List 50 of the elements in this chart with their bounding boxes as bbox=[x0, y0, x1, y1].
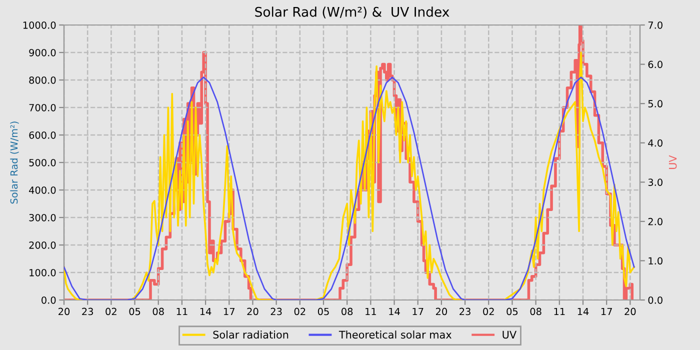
x-tick-label: 11 bbox=[554, 308, 565, 316]
x-tick-label: 20 bbox=[58, 308, 70, 316]
x-tick-label: 05 bbox=[129, 308, 140, 316]
y-tick-label: 0.0 bbox=[42, 296, 56, 304]
y2-tick-label: 1.0 bbox=[648, 257, 662, 265]
y-tick-label: 1000.0 bbox=[23, 21, 56, 29]
x-tick-label: 20 bbox=[247, 308, 258, 316]
y2-tick-label: 6.0 bbox=[648, 60, 662, 68]
y-tick-label: 600.0 bbox=[29, 131, 56, 139]
y-tick-label: 500.0 bbox=[29, 158, 56, 166]
x-tick-label: 23 bbox=[270, 308, 282, 316]
y2-tick-label: 0.0 bbox=[648, 296, 662, 304]
x-tick-label: 17 bbox=[224, 308, 234, 316]
x-tick-label: 23 bbox=[82, 308, 93, 316]
y2-tick-label: 2.0 bbox=[648, 218, 662, 226]
y-tick-label: 100.0 bbox=[30, 268, 56, 276]
x-tick-label: 14 bbox=[389, 308, 400, 316]
x-tick-label: 20 bbox=[436, 308, 447, 316]
x-tick-label: 02 bbox=[294, 308, 306, 316]
legend-label: Solar radiation bbox=[213, 330, 288, 339]
y-tick-label: 300.0 bbox=[29, 214, 56, 222]
x-tick-label: 02 bbox=[483, 308, 494, 316]
x-tick-label: 08 bbox=[152, 308, 164, 316]
x-tick-label: 11 bbox=[366, 308, 376, 316]
x-tick-label: 23 bbox=[460, 308, 470, 316]
y-tick-label: 800.0 bbox=[29, 76, 56, 84]
legend-label: UV bbox=[502, 330, 516, 339]
y-tick-label: 900.0 bbox=[29, 48, 56, 56]
x-tick-label: 17 bbox=[412, 308, 424, 316]
y2-tick-label: 5.0 bbox=[648, 100, 662, 108]
y-tick-label: 400.0 bbox=[29, 186, 56, 194]
y2-tick-label: 4.0 bbox=[648, 139, 662, 147]
x-tick-label: 02 bbox=[106, 308, 116, 316]
y2-tick-label: 7.0 bbox=[648, 21, 662, 29]
y2-tick-label: 3.0 bbox=[648, 178, 662, 186]
x-tick-label: 05 bbox=[318, 308, 329, 316]
x-tick-label: 11 bbox=[176, 308, 188, 316]
y-tick-label: 700.0 bbox=[29, 104, 56, 112]
x-tick-label: 08 bbox=[530, 308, 542, 316]
y2-axis-title: UV bbox=[668, 155, 677, 169]
x-tick-label: 08 bbox=[342, 308, 353, 316]
y-axis-title: Solar Rad (W/m²) bbox=[10, 122, 19, 204]
x-tick-label: 17 bbox=[601, 308, 612, 316]
x-tick-label: 20 bbox=[624, 308, 636, 316]
chart-title: Solar Rad (W/m²) & UV Index bbox=[255, 6, 450, 18]
x-tick-label: 14 bbox=[578, 308, 589, 316]
x-tick-label: 14 bbox=[200, 308, 212, 316]
x-tick-label: 05 bbox=[506, 308, 518, 316]
y-tick-label: 200.0 bbox=[29, 241, 56, 249]
legend-label: Theoretical solar max bbox=[338, 330, 452, 339]
